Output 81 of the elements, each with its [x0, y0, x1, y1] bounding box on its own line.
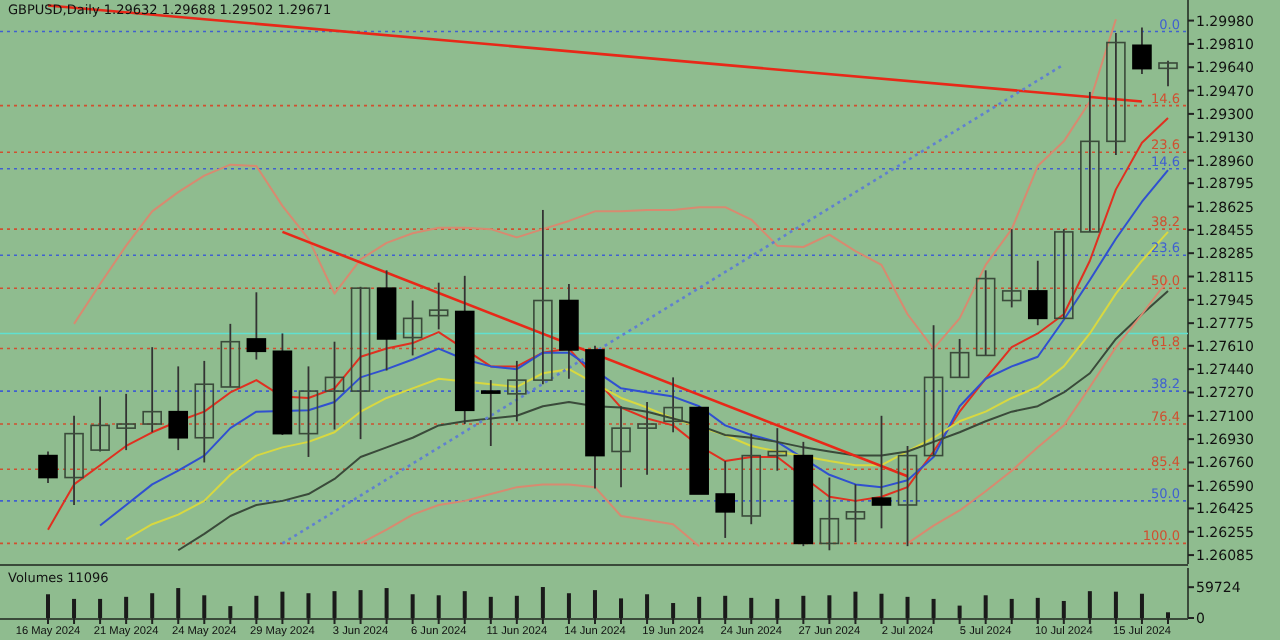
candlestick [845, 483, 866, 543]
bar [645, 594, 650, 618]
candlestick [1106, 32, 1126, 156]
candlestick [298, 365, 319, 458]
candlestick [38, 450, 58, 484]
bar [1009, 598, 1014, 618]
bar [1166, 612, 1170, 618]
candlestick [1054, 228, 1074, 320]
candlestick [1132, 26, 1152, 75]
candlestick [194, 360, 215, 464]
bar [176, 588, 181, 618]
candlestick [715, 460, 736, 539]
line-series [359, 483, 701, 548]
bar [332, 591, 337, 618]
bar [1139, 593, 1144, 618]
bar [488, 596, 493, 618]
bar [306, 593, 311, 618]
candlestick [533, 209, 553, 386]
bar [436, 595, 441, 618]
bar [879, 593, 884, 618]
bar [46, 594, 50, 618]
candlestick [767, 427, 788, 472]
candlestick [324, 340, 345, 431]
candlestick [168, 365, 189, 451]
candlestick [428, 281, 449, 331]
bar [957, 605, 962, 618]
bar [697, 596, 702, 618]
bar [749, 597, 754, 618]
candlestick [637, 401, 657, 476]
bar [983, 595, 988, 618]
bar [1035, 597, 1040, 618]
candlestick [949, 338, 970, 379]
candlestick [402, 299, 423, 357]
bar [619, 598, 624, 618]
candlestick [819, 476, 840, 552]
bar [775, 598, 780, 618]
candlestick [246, 291, 267, 361]
bar [566, 593, 571, 618]
bar [514, 595, 519, 618]
candlestick [142, 346, 162, 434]
bar [723, 595, 728, 618]
candlestick [923, 324, 944, 457]
candlestick [1001, 228, 1022, 309]
bar [150, 593, 155, 618]
bar [410, 594, 415, 618]
bar [540, 587, 545, 618]
bar [671, 603, 676, 618]
bar [801, 595, 806, 618]
bar [384, 588, 389, 618]
bar [280, 591, 285, 618]
bar [592, 590, 597, 618]
candlestick [350, 285, 371, 441]
bar [1087, 591, 1092, 618]
bar [462, 591, 467, 618]
candlestick [220, 322, 241, 388]
candlestick [741, 432, 762, 526]
candlestick [871, 414, 892, 530]
bar [827, 595, 832, 618]
candlestick [611, 405, 631, 489]
candlestick [507, 360, 527, 423]
candlestick [1158, 59, 1178, 88]
bar [98, 598, 103, 618]
candlestick [975, 269, 996, 357]
bar [254, 595, 259, 618]
bar [853, 591, 858, 618]
bar [1061, 600, 1066, 618]
bar [1113, 591, 1118, 618]
candlestick [90, 395, 110, 453]
candlestick [1080, 91, 1100, 233]
candlestick [64, 414, 84, 506]
bar [905, 596, 910, 618]
candlestick [480, 379, 501, 447]
bar [228, 606, 233, 618]
bar [931, 598, 936, 618]
candlestick [663, 376, 683, 434]
bar [358, 590, 363, 618]
line-series [73, 18, 1117, 350]
bar [72, 598, 77, 618]
candlestick [116, 392, 136, 451]
candlestick [1027, 259, 1048, 327]
bar [202, 595, 207, 618]
